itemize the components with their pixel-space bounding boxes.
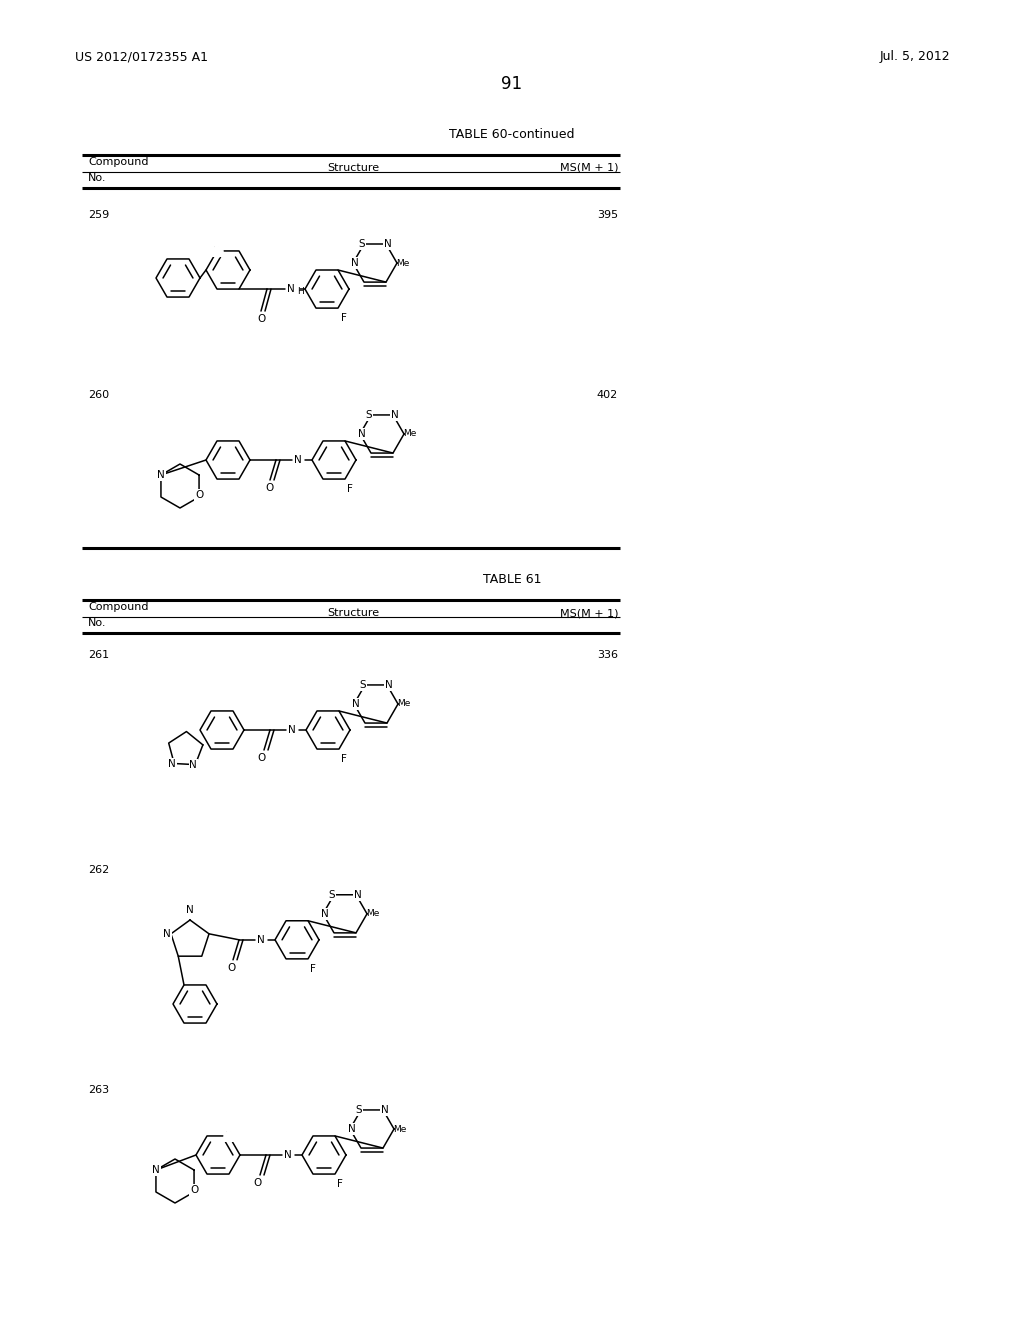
Text: N: N (351, 257, 358, 268)
Text: MS(M + 1): MS(M + 1) (559, 162, 618, 173)
Text: No.: No. (88, 618, 106, 628)
Text: N: N (213, 246, 221, 256)
Text: N: N (385, 680, 393, 690)
Text: 91: 91 (502, 75, 522, 92)
Text: N: N (157, 470, 165, 480)
Text: 395: 395 (597, 210, 618, 220)
Text: Me: Me (367, 909, 380, 919)
Text: Compound: Compound (88, 602, 148, 612)
Text: US 2012/0172355 A1: US 2012/0172355 A1 (75, 50, 208, 63)
Text: Jul. 5, 2012: Jul. 5, 2012 (880, 50, 950, 63)
Text: F: F (310, 964, 316, 974)
Text: N: N (189, 759, 198, 770)
Text: N: N (257, 935, 265, 945)
Text: 263: 263 (88, 1085, 110, 1096)
Text: N: N (284, 1150, 292, 1160)
Text: N: N (163, 929, 171, 939)
Text: S: S (355, 1105, 362, 1115)
Text: 259: 259 (88, 210, 110, 220)
Text: N: N (391, 411, 399, 420)
Text: O: O (257, 314, 265, 323)
Text: F: F (341, 754, 347, 764)
Text: F: F (347, 484, 353, 494)
Text: Me: Me (403, 429, 417, 438)
Text: TABLE 61: TABLE 61 (482, 573, 542, 586)
Text: Me: Me (397, 700, 411, 709)
Text: 260: 260 (88, 389, 110, 400)
Text: N: N (384, 239, 392, 249)
Text: F: F (337, 1179, 343, 1189)
Text: O: O (254, 1177, 262, 1188)
Text: TABLE 60-continued: TABLE 60-continued (450, 128, 574, 141)
Text: S: S (366, 411, 373, 420)
Text: N: N (168, 759, 176, 768)
Text: N: N (352, 700, 359, 709)
Text: H: H (297, 286, 303, 296)
Text: 402: 402 (597, 389, 618, 400)
Text: N: N (287, 284, 295, 294)
Text: S: S (329, 890, 335, 900)
Text: No.: No. (88, 173, 106, 183)
Text: O: O (266, 483, 274, 492)
Text: F: F (341, 313, 347, 323)
Text: N: N (225, 1131, 232, 1140)
Text: MS(M + 1): MS(M + 1) (559, 609, 618, 618)
Text: N: N (294, 455, 302, 465)
Text: N: N (381, 1105, 389, 1115)
Text: 262: 262 (88, 865, 110, 875)
Text: 261: 261 (88, 649, 110, 660)
Text: Compound: Compound (88, 157, 148, 168)
Text: O: O (195, 490, 203, 500)
Text: N: N (322, 908, 329, 919)
Text: O: O (189, 1185, 199, 1195)
Text: 336: 336 (597, 649, 618, 660)
Text: O: O (227, 962, 236, 973)
Text: Me: Me (396, 259, 410, 268)
Text: N: N (186, 906, 194, 915)
Text: N: N (348, 1125, 356, 1134)
Text: S: S (358, 239, 366, 249)
Text: N: N (153, 1166, 160, 1175)
Text: Me: Me (393, 1125, 407, 1134)
Text: S: S (359, 680, 367, 690)
Text: N: N (358, 429, 366, 440)
Text: O: O (258, 752, 266, 763)
Text: N: N (354, 890, 361, 900)
Text: N: N (288, 725, 296, 735)
Text: Structure: Structure (327, 609, 379, 618)
Text: Structure: Structure (327, 162, 379, 173)
